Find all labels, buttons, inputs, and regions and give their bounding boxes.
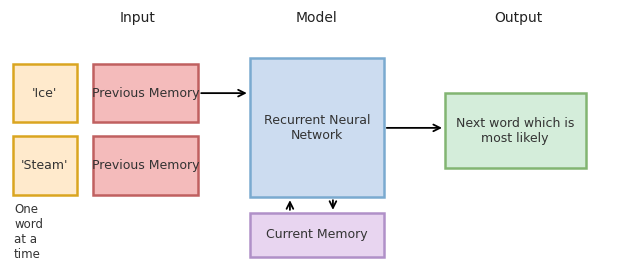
- FancyBboxPatch shape: [445, 93, 586, 168]
- Text: Current Memory: Current Memory: [266, 229, 367, 241]
- Text: Next word which is
most likely: Next word which is most likely: [456, 117, 574, 145]
- Text: One
word
at a
time: One word at a time: [14, 203, 43, 261]
- Text: 'Steam': 'Steam': [21, 159, 68, 172]
- FancyBboxPatch shape: [93, 64, 198, 122]
- Text: Previous Memory: Previous Memory: [92, 87, 199, 100]
- Text: 'Ice': 'Ice': [32, 87, 58, 100]
- FancyBboxPatch shape: [13, 64, 77, 122]
- Text: Previous Memory: Previous Memory: [92, 159, 199, 172]
- FancyBboxPatch shape: [13, 136, 77, 195]
- Text: Recurrent Neural
Network: Recurrent Neural Network: [264, 114, 370, 142]
- FancyBboxPatch shape: [250, 213, 384, 257]
- Text: Output: Output: [494, 11, 543, 25]
- FancyBboxPatch shape: [93, 136, 198, 195]
- Text: Input: Input: [120, 11, 156, 25]
- FancyBboxPatch shape: [250, 58, 384, 197]
- Text: Model: Model: [296, 11, 338, 25]
